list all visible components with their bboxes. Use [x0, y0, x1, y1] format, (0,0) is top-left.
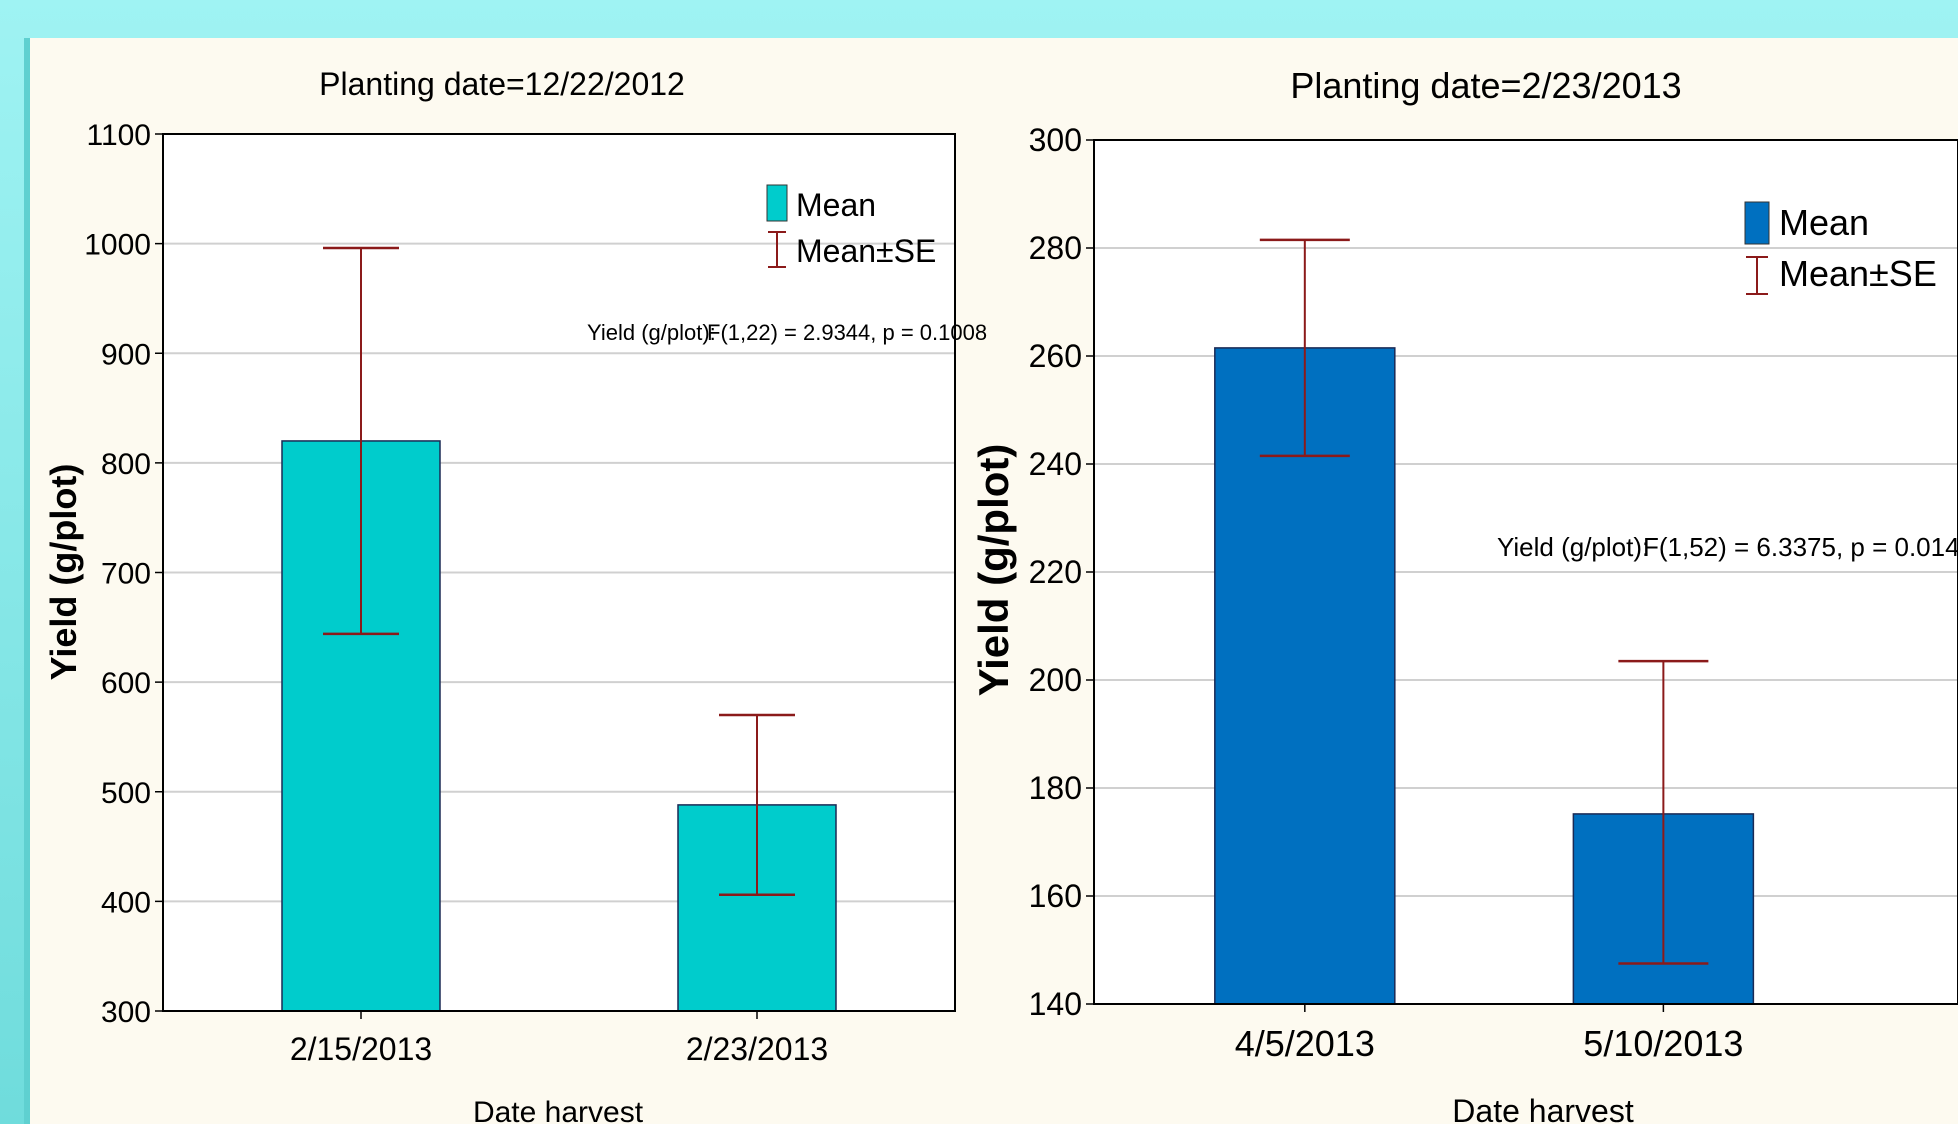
panel-1-ytick-label: 900 [101, 338, 151, 371]
panel-2-legend-mean-label: Mean [1779, 202, 1869, 243]
panel-2-category-label: 5/10/2013 [1583, 1023, 1743, 1064]
panel-2-ytick-label: 220 [1029, 554, 1082, 590]
panel-1-ytick-label: 800 [101, 448, 151, 481]
panel-1-legend-se-label: Mean±SE [796, 233, 936, 269]
panel-2-xlabel: Date harvest [1452, 1093, 1634, 1124]
panel-2-ytick-label: 200 [1029, 662, 1082, 698]
panel-1-legend-mean-label: Mean [796, 187, 876, 223]
panel-2-legend-se-symbol [1746, 256, 1768, 295]
panel-1-legend-mean-swatch [766, 184, 788, 222]
panel-1-ytick-label: 500 [101, 777, 151, 810]
panel-2-legend-se-label: Mean±SE [1779, 253, 1937, 294]
panel-1-ytick-label: 400 [101, 886, 151, 919]
panel-1-ylabel: Yield (g/plot) [43, 464, 84, 681]
panel-2-ylabel: Yield (g/plot) [970, 444, 1017, 697]
panel-2-bar [1214, 347, 1396, 1005]
panel-1-plot-border [162, 133, 956, 1012]
panel-2: 140 160 180 200 220 240 260 280 300 4/5/2013 5/10/… [970, 65, 1958, 1124]
panel-1-xlabel: Date harvest [473, 1096, 644, 1124]
panel-1-annotation-label: Yield (g/plot): [587, 320, 716, 345]
panel-1: 300 400 500 600 700 800 900 1000 1100 2/15/2013 2/… [43, 66, 987, 1124]
panel-2-ytick-label: 180 [1029, 770, 1082, 806]
panel-2-ytick-label: 160 [1029, 878, 1082, 914]
panel-2-plot-border [1093, 139, 1958, 1005]
panel-1-legend: Mean Mean±SE [766, 184, 936, 269]
panel-2-ytick-label: 140 [1029, 986, 1082, 1022]
panel-2-ytick-label: 260 [1029, 338, 1082, 374]
panel-1-title: Planting date=12/22/2012 [319, 66, 685, 102]
panel-2-legend: Mean Mean±SE [1744, 201, 1937, 295]
panel-1-ytick-label: 300 [101, 996, 151, 1029]
panel-2-annotation-label: Yield (g/plot): [1497, 532, 1649, 562]
panel-1-legend-se-symbol [768, 231, 786, 268]
panel-2-legend-mean-swatch [1744, 201, 1770, 245]
panel-1-ytick-label: 1100 [86, 119, 151, 152]
panel-1-ytick-label: 700 [101, 558, 151, 591]
panel-2-plot-area: 140 160 180 200 220 240 260 280 300 4/5/2013 5/10/… [1029, 122, 1958, 1064]
panel-1-category-label: 2/23/2013 [686, 1031, 828, 1067]
panel-1-ytick-label: 600 [101, 667, 151, 700]
panel-1-category-label: 2/15/2013 [290, 1031, 432, 1067]
panel-2-annotation-stat: F(1,52) = 6.3375, p = 0.0149 [1643, 532, 1958, 562]
panel-2-ytick-label: 280 [1029, 230, 1082, 266]
panel-2-title: Planting date=2/23/2013 [1290, 65, 1681, 106]
panel-1-ytick-label: 1000 [84, 229, 151, 262]
panel-2-ytick-label: 240 [1029, 446, 1082, 482]
panel-2-ytick-label: 300 [1029, 122, 1082, 158]
panel-1-annotation-stat: F(1,22) = 2.9344, p = 0.1008 [707, 320, 987, 345]
panel-1-plot-area: 300 400 500 600 700 800 900 1000 1100 2/15/2013 2/… [84, 119, 956, 1067]
panel-2-category-label: 4/5/2013 [1235, 1023, 1375, 1064]
